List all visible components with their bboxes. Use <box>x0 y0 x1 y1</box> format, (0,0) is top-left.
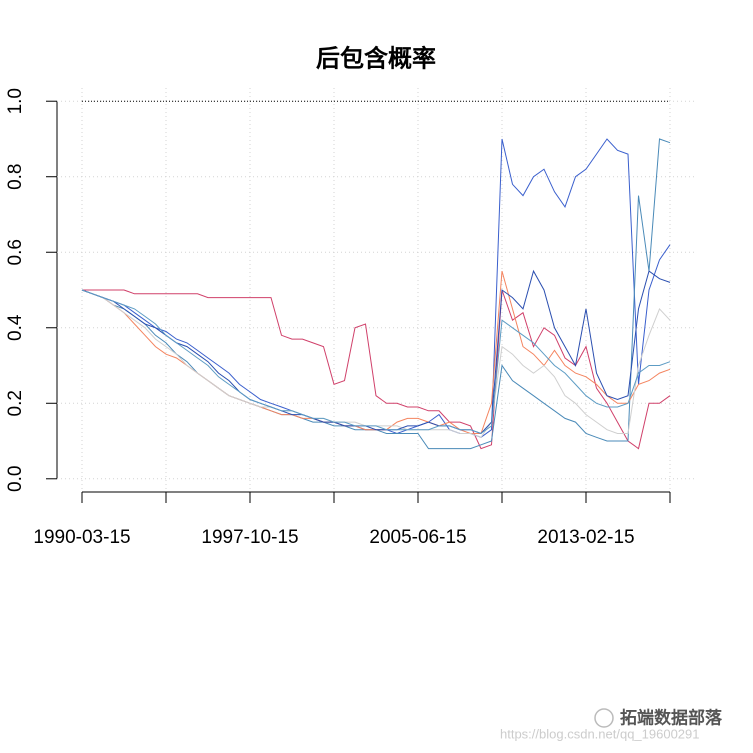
chart-title: 后包含概率 <box>316 44 436 73</box>
x-tick-label: 1997-10-15 <box>201 527 298 548</box>
y-tick-label: 0.0 <box>5 466 26 492</box>
y-tick-label: 1.0 <box>5 88 26 114</box>
watermark: 拓端数据部落 https://blog.csdn.net/qq_19600291 <box>500 707 723 741</box>
x-tick-label: 2013-02-15 <box>537 527 634 548</box>
watermark-icon <box>594 708 614 728</box>
series-line <box>82 289 671 450</box>
y-tick-label: 0.4 <box>5 314 26 341</box>
watermark-brand: 拓端数据部落 <box>620 707 723 727</box>
x-tick-label: 1990-03-15 <box>33 527 130 548</box>
y-tick-label: 0.8 <box>5 164 26 190</box>
x-tick-label: 2005-06-15 <box>369 527 466 548</box>
series-line <box>81 269 671 435</box>
series-line <box>81 289 671 435</box>
y-tick-label: 0.2 <box>5 390 26 416</box>
y-tick-label: 0.6 <box>5 239 26 265</box>
watermark-url: https://blog.csdn.net/qq_19600291 <box>500 726 700 741</box>
